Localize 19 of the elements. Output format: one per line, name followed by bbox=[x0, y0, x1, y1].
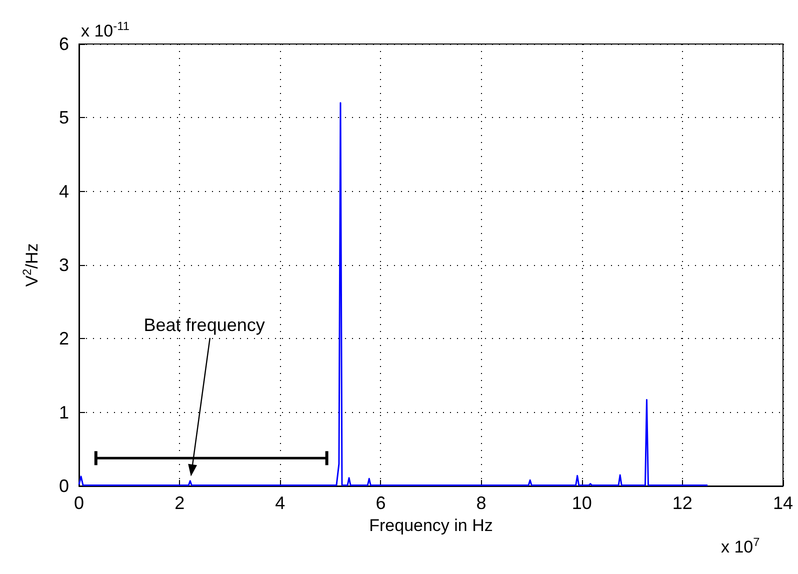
y-tick-label: 0 bbox=[58, 476, 69, 496]
x-axis-title: Frequency in Hz bbox=[369, 516, 493, 535]
y-tick-label: 5 bbox=[58, 108, 69, 128]
y-tick-label: 3 bbox=[58, 255, 69, 275]
x-tick-label: 8 bbox=[476, 493, 486, 513]
y-tick-label: 6 bbox=[58, 34, 69, 54]
x-tick-label: 2 bbox=[174, 493, 185, 513]
y-axis-title: V2/Hz bbox=[20, 243, 42, 287]
x-tick-label: 10 bbox=[572, 493, 592, 513]
y-tick-label: 1 bbox=[58, 402, 69, 422]
x-tick-label: 6 bbox=[376, 493, 386, 513]
y-tick-label: 2 bbox=[58, 328, 69, 349]
y-tick-label: 4 bbox=[58, 181, 69, 202]
x-tick-label: 14 bbox=[772, 493, 794, 513]
x-tick-label: 0 bbox=[74, 493, 84, 513]
annotation: Beat frequency bbox=[144, 315, 265, 336]
x-tick-label: 4 bbox=[275, 493, 286, 513]
x-tick-label: 12 bbox=[672, 493, 692, 513]
line-series bbox=[78, 102, 708, 486]
